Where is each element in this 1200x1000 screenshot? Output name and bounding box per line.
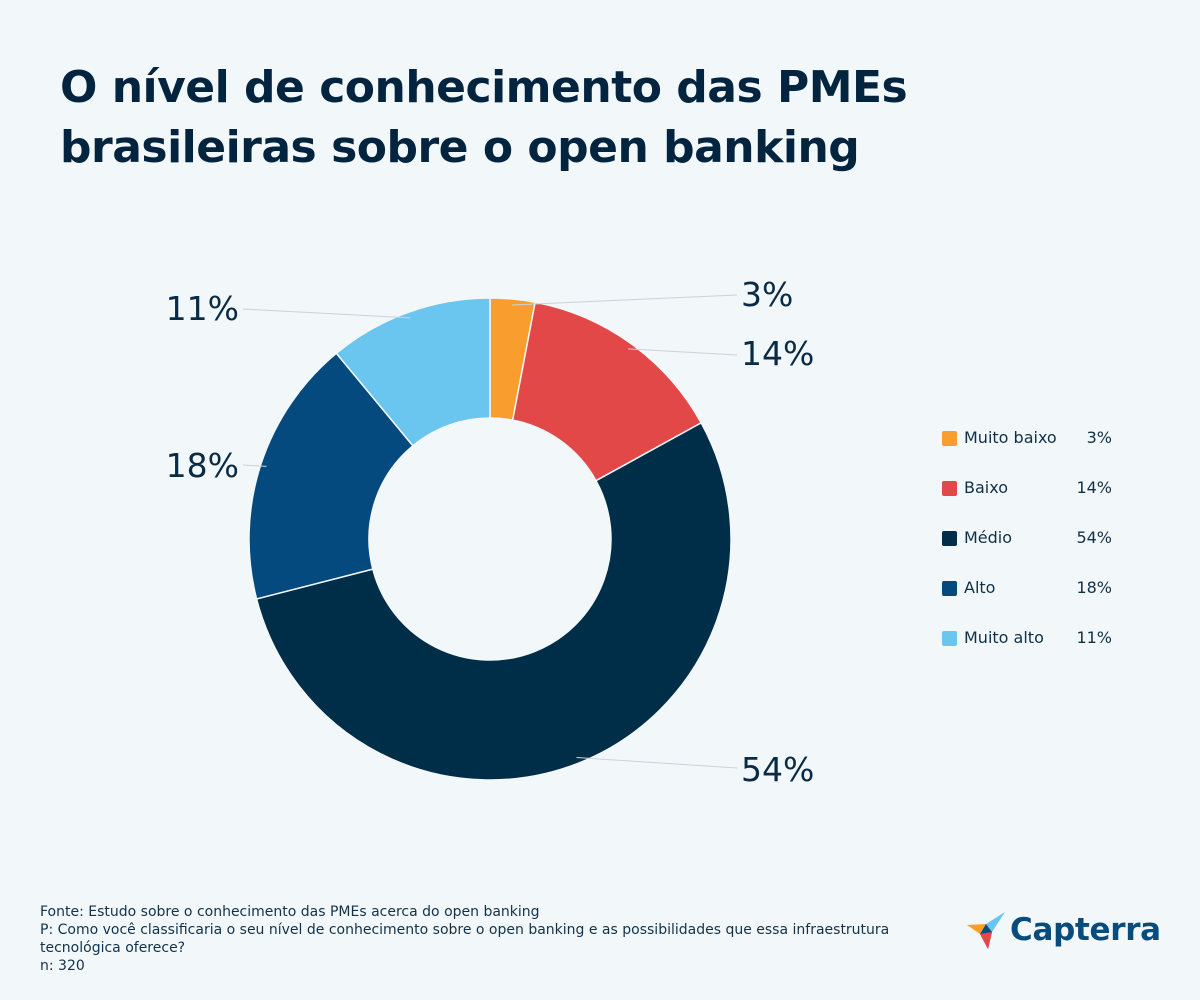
capterra-logo: Capterra [966, 910, 1161, 950]
data-label-muito-alto: 11% [166, 289, 239, 328]
chart-title: O nível de conhecimento das PMEs brasile… [60, 62, 908, 173]
legend-item-medio: Médio 54% [942, 528, 1112, 578]
footer-notes: Fonte: Estudo sobre o conhecimento das P… [40, 903, 900, 975]
data-label-alto: 18% [166, 446, 239, 485]
legend-swatch [942, 531, 957, 546]
leader-line-medio [576, 756, 738, 769]
leader-line-baixo [628, 348, 738, 356]
slice-muito-alto [335, 297, 491, 447]
legend-label: Baixo [964, 478, 1008, 497]
legend-label: Alto [964, 578, 996, 597]
data-label-muito-baixo: 3% [741, 275, 793, 314]
slice-alto [248, 352, 414, 600]
legend-item-muito-alto: Muito alto 11% [942, 628, 1112, 678]
legend-item-muito-baixo: Muito baixo 3% [942, 428, 1112, 478]
legend-swatch [942, 431, 957, 446]
leader-line-alto [242, 464, 267, 467]
legend-swatch [942, 631, 957, 646]
capterra-arrow-icon [967, 912, 1005, 949]
legend-label: Médio [964, 528, 1013, 547]
legend: Muito baixo 3% Baixo 14% Médio 54% Alto … [942, 428, 1112, 678]
legend-value: 54% [1076, 528, 1112, 547]
legend-item-alto: Alto 18% [942, 578, 1112, 628]
data-label-baixo: 14% [741, 334, 814, 373]
legend-value: 18% [1076, 578, 1112, 597]
legend-label: Muito baixo [964, 428, 1057, 447]
sample-size: n: 320 [40, 958, 85, 974]
legend-value: 3% [1086, 428, 1112, 447]
source-note: Fonte: Estudo sobre o conhecimento das P… [40, 904, 540, 920]
brand-name: Capterra [1010, 912, 1161, 948]
legend-value: 14% [1076, 478, 1112, 497]
slice-medio [255, 421, 732, 781]
legend-label: Muito alto [964, 628, 1044, 647]
legend-value: 11% [1076, 628, 1112, 647]
legend-item-baixo: Baixo 14% [942, 478, 1112, 528]
slice-baixo [511, 301, 703, 482]
legend-swatch [942, 481, 957, 496]
legend-swatch [942, 581, 957, 596]
leader-line-muito-baixo [512, 294, 738, 306]
leader-line-muito-alto [242, 308, 411, 319]
question-note: P: Como você classificaria o seu nível d… [40, 922, 890, 956]
data-label-medio: 54% [741, 750, 814, 789]
